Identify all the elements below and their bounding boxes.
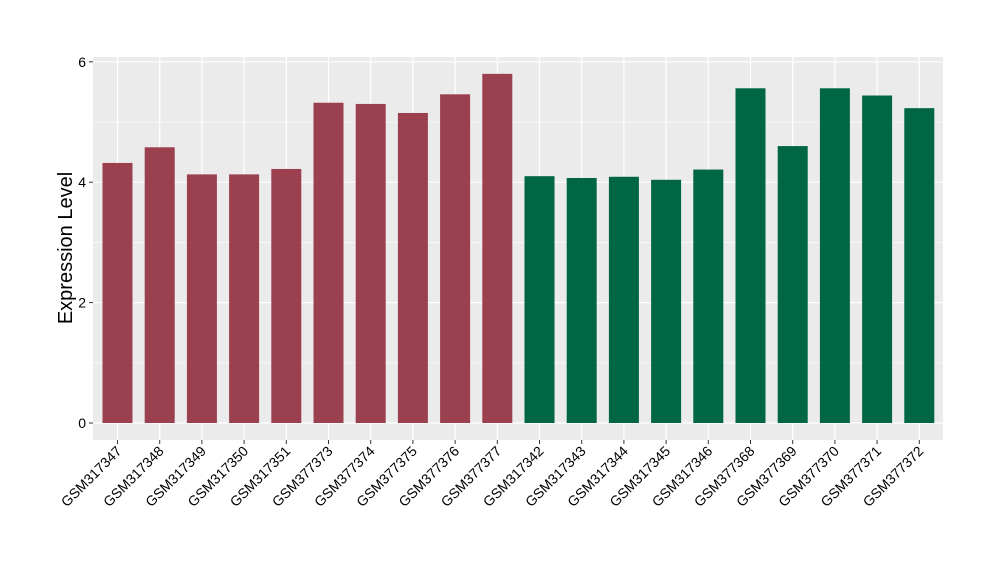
bar-GSM317342 bbox=[524, 176, 555, 423]
bar-GSM317348 bbox=[144, 147, 175, 423]
y-tick-label: 2 bbox=[78, 295, 86, 311]
bar-GSM377377 bbox=[482, 73, 513, 423]
bar-GSM317349 bbox=[186, 174, 217, 423]
bar-GSM317344 bbox=[608, 176, 639, 423]
bar-GSM377373 bbox=[313, 102, 344, 424]
y-tick-label: 6 bbox=[78, 54, 86, 70]
bar-GSM377376 bbox=[440, 94, 471, 424]
bar-GSM377368 bbox=[735, 88, 766, 424]
bar-GSM317351 bbox=[271, 168, 302, 423]
bar-GSM317346 bbox=[693, 169, 724, 423]
bar-GSM317350 bbox=[229, 174, 260, 423]
y-axis-label: Expression Level bbox=[55, 172, 77, 324]
y-axis-ticks: 0 2 4 6 bbox=[78, 54, 93, 431]
x-axis-ticks: GSM317347GSM317348GSM317349GSM317350GSM3… bbox=[58, 440, 927, 510]
plot-panel bbox=[93, 57, 943, 440]
bar-GSM377369 bbox=[777, 146, 808, 423]
bar-GSM317345 bbox=[651, 179, 682, 423]
bar-GSM377371 bbox=[862, 95, 893, 424]
bar-GSM377370 bbox=[819, 88, 850, 424]
bar-GSM317343 bbox=[566, 177, 597, 423]
bar-GSM377372 bbox=[904, 108, 935, 424]
bars bbox=[102, 73, 935, 424]
bar-GSM377375 bbox=[397, 112, 428, 423]
y-tick-label: 4 bbox=[78, 174, 86, 190]
y-tick-label: 0 bbox=[78, 415, 86, 431]
bar-GSM377374 bbox=[355, 103, 386, 423]
bar-GSM317347 bbox=[102, 162, 133, 423]
